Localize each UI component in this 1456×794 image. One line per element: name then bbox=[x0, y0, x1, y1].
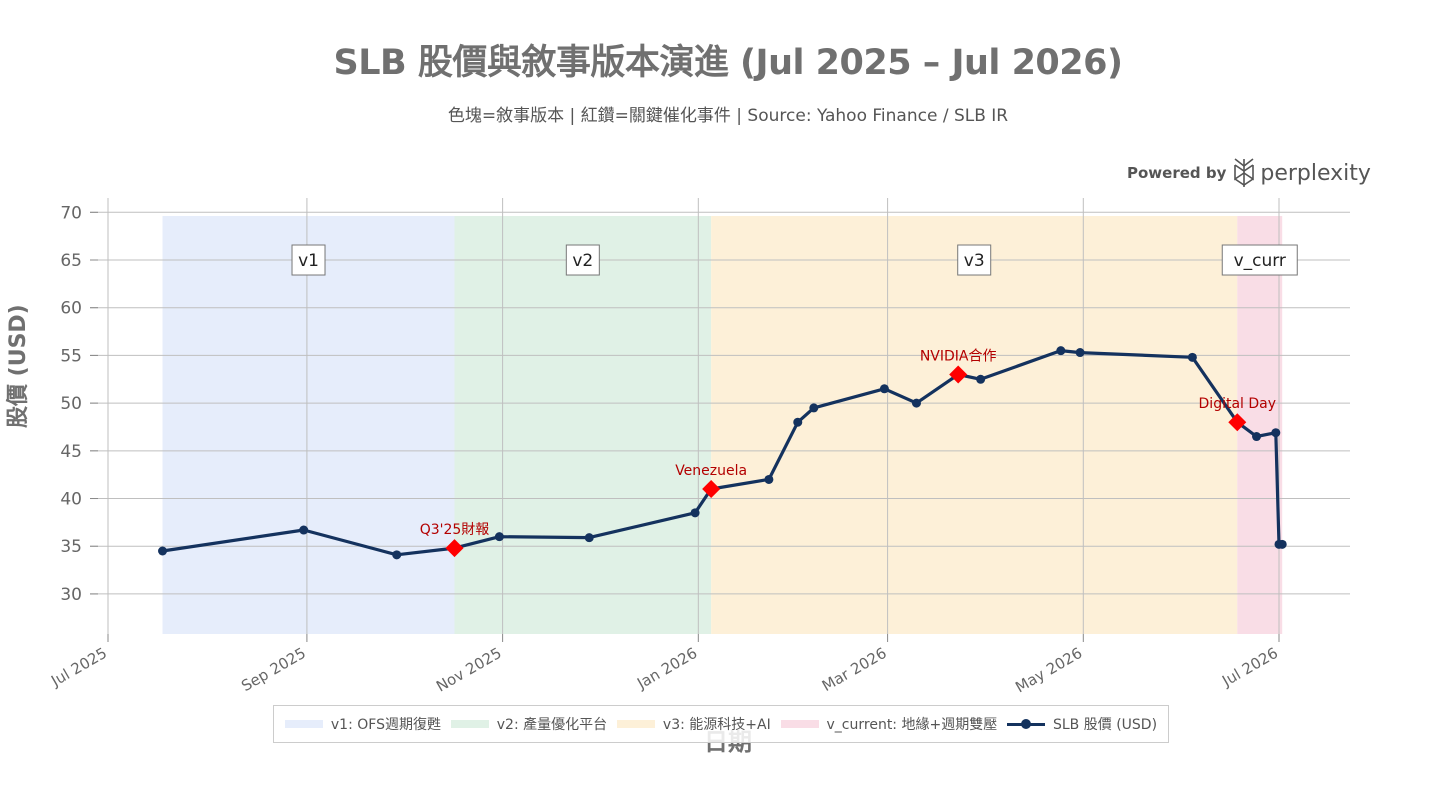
legend-swatch bbox=[284, 720, 323, 728]
y-tick-label: 40 bbox=[60, 490, 82, 510]
x-tick-label: Sep 2025 bbox=[238, 644, 309, 695]
legend-label: SLB 股價 (USD) bbox=[1053, 717, 1158, 733]
y-tick-label: 65 bbox=[60, 251, 82, 271]
legend-item-region[interactable]: v_current: 地緣+週期雙壓 bbox=[780, 714, 998, 734]
event-label: Digital Day bbox=[1199, 396, 1277, 412]
region-label-v2: v2 bbox=[572, 251, 593, 271]
legend-item-series[interactable]: SLB 股價 (USD) bbox=[1007, 714, 1157, 734]
region-band-v2 bbox=[454, 216, 712, 634]
region-band-v1 bbox=[162, 216, 455, 634]
perplexity-brand-label: perplexity bbox=[1260, 160, 1371, 186]
region-label-v_curr: v_curr bbox=[1234, 251, 1286, 271]
legend-swatch bbox=[450, 720, 489, 728]
region-band-v3 bbox=[711, 216, 1238, 634]
legend-line-swatch bbox=[1007, 718, 1045, 730]
y-tick-label: 35 bbox=[60, 537, 82, 557]
event-label: Q3'25財報 bbox=[420, 522, 490, 538]
event-label: NVIDIA合作 bbox=[920, 348, 997, 364]
x-tick-label: Mar 2026 bbox=[819, 644, 890, 695]
series-point bbox=[879, 384, 889, 394]
perplexity-logo-icon bbox=[1234, 158, 1255, 187]
series-point bbox=[299, 525, 309, 535]
chart-title: SLB 股價與敘事版本演進 (Jul 2025 – Jul 2026) bbox=[333, 43, 1124, 83]
event-diamond bbox=[445, 539, 464, 558]
chart-legend: v1: OFS週期復甦 v2: 產量優化平台 v3: 能源科技+AI v_curren… bbox=[273, 705, 1169, 743]
y-tick-label: 50 bbox=[60, 394, 82, 414]
legend-label: v3: 能源科技+AI bbox=[662, 717, 771, 733]
legend-item-region[interactable]: v3: 能源科技+AI bbox=[616, 714, 771, 734]
legend-label: v1: OFS週期復甦 bbox=[330, 717, 441, 733]
powered-by-label: Powered by bbox=[1127, 164, 1227, 182]
series-point bbox=[1075, 348, 1085, 358]
x-tick-label: Jul 2025 bbox=[47, 644, 110, 691]
region-label-v1: v1 bbox=[298, 251, 319, 271]
x-tick-label: Jan 2026 bbox=[633, 644, 700, 693]
y-tick-label: 45 bbox=[60, 442, 82, 462]
y-tick-label: 70 bbox=[60, 203, 82, 223]
series-point bbox=[1277, 539, 1287, 549]
region-label-box bbox=[291, 244, 326, 276]
y-tick-label: 60 bbox=[60, 299, 82, 319]
series-point bbox=[764, 474, 774, 484]
region-label-box bbox=[565, 244, 600, 276]
series-point bbox=[158, 546, 168, 556]
region-label-box bbox=[957, 244, 992, 276]
y-tick-label: 30 bbox=[60, 585, 82, 605]
series-point bbox=[976, 374, 986, 384]
legend-label: v_current: 地緣+週期雙壓 bbox=[826, 717, 998, 733]
legend-label: v2: 產量優化平台 bbox=[496, 717, 608, 733]
region-label-box bbox=[1221, 244, 1298, 276]
chart-subtitle: 色塊=敘事版本 | 紅鑽=關鍵催化事件 | Source: Yahoo Fina… bbox=[447, 106, 1009, 126]
x-tick-label: Nov 2025 bbox=[433, 644, 505, 696]
event-diamond bbox=[702, 479, 721, 498]
series-point bbox=[584, 533, 594, 543]
event-diamond bbox=[1228, 413, 1247, 432]
series-point bbox=[793, 417, 803, 427]
series-point bbox=[392, 550, 402, 560]
series-point bbox=[690, 508, 700, 518]
event-diamond bbox=[949, 365, 968, 384]
legend-swatch bbox=[780, 720, 819, 728]
series-point bbox=[1271, 428, 1281, 438]
series-point bbox=[1252, 432, 1262, 442]
legend-swatch bbox=[616, 720, 655, 728]
x-tick-label: Jul 2026 bbox=[1218, 644, 1281, 691]
region-band-v_curr bbox=[1237, 216, 1283, 634]
event-label: Venezuela bbox=[675, 463, 747, 479]
series-point bbox=[809, 403, 819, 413]
x-tick-label: May 2026 bbox=[1012, 644, 1085, 697]
y-tick-label: 55 bbox=[60, 346, 82, 366]
series-point bbox=[1056, 346, 1066, 356]
series-point bbox=[1187, 352, 1197, 362]
legend-item-region[interactable]: v2: 產量優化平台 bbox=[450, 714, 608, 734]
powered-by-badge[interactable]: Powered by perplexity bbox=[1127, 158, 1371, 188]
series-point bbox=[911, 398, 921, 408]
region-label-v3: v3 bbox=[964, 251, 985, 271]
legend-item-region[interactable]: v1: OFS週期復甦 bbox=[284, 714, 441, 734]
series-point bbox=[494, 532, 504, 542]
